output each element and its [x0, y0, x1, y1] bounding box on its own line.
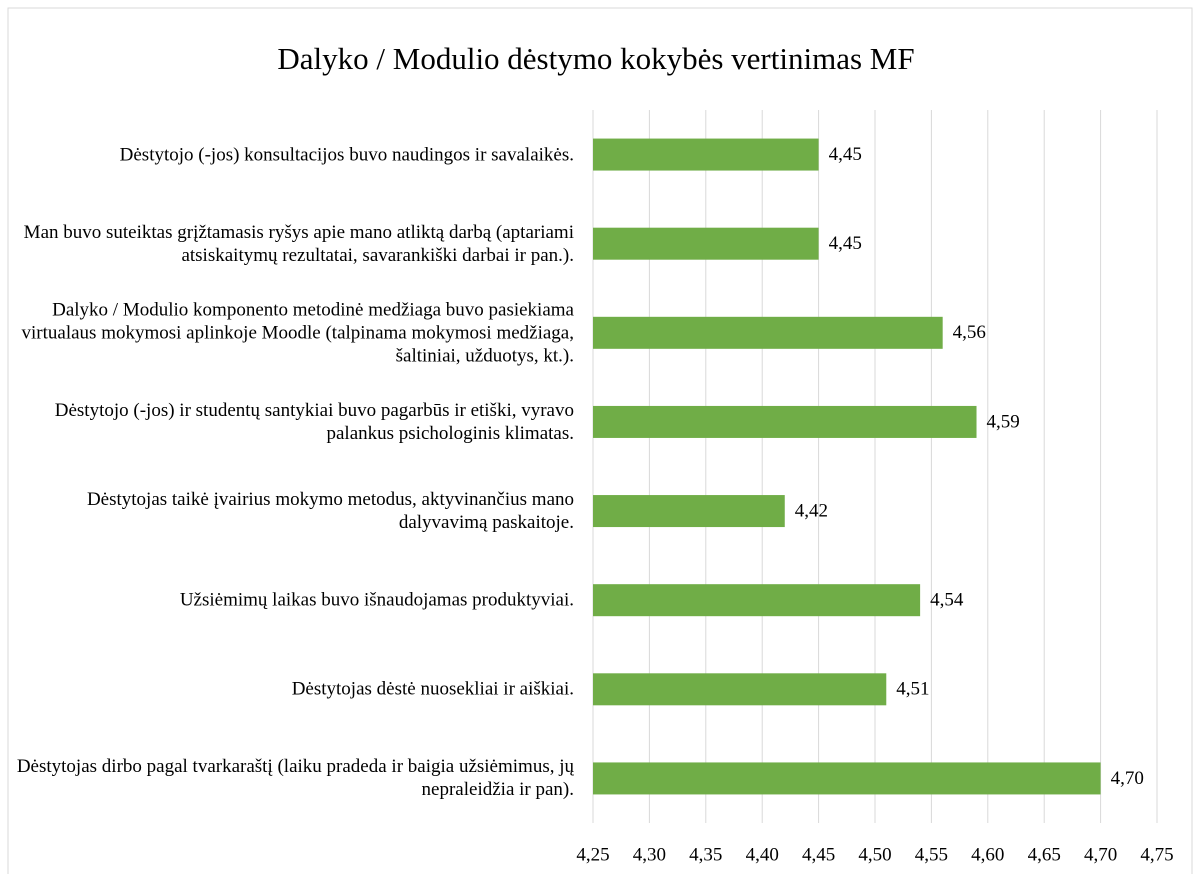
- y-tick-label: Dėstytojas dirbo pagal tvarkaraštį (laik…: [16, 756, 574, 801]
- data-label: 4,56: [953, 322, 986, 343]
- y-tick-label: Dėstytojo (-jos) konsultacijos buvo naud…: [119, 144, 574, 166]
- bar: [593, 316, 943, 349]
- x-tick-label: 4,30: [633, 844, 666, 865]
- bar: [593, 227, 819, 260]
- chart-title: Dalyko / Modulio dėstymo kokybės vertini…: [277, 41, 914, 76]
- bar: [593, 584, 921, 617]
- y-tick-label: Dėstytojo (-jos) ir studentų santykiai b…: [54, 399, 574, 444]
- y-tick-label: Dalyko / Modulio komponento metodinė med…: [21, 299, 574, 367]
- x-tick-label: 4,60: [971, 844, 1004, 865]
- bar: [593, 673, 887, 706]
- data-label: 4,51: [896, 679, 929, 700]
- x-tick-label: 4,55: [915, 844, 948, 865]
- bar: [593, 405, 977, 438]
- bar: [593, 495, 785, 528]
- data-label: 4,59: [987, 411, 1020, 432]
- data-label: 4,45: [829, 233, 862, 254]
- y-tick-label: Dėstytojas taikė įvairius mokymo metodus…: [86, 489, 574, 534]
- x-tick-label: 4,35: [689, 844, 722, 865]
- data-label: 4,45: [829, 144, 862, 165]
- bar: [593, 762, 1101, 795]
- bar: [593, 138, 819, 171]
- y-tick-label: Užsiėmimų laikas buvo išnaudojamas produ…: [179, 589, 574, 611]
- y-tick-label: Dėstytojas dėstė nuosekliai ir aiškiai.: [291, 678, 574, 700]
- x-tick-label: 4,75: [1140, 844, 1173, 865]
- x-tick-label: 4,65: [1028, 844, 1061, 865]
- x-tick-label: 4,45: [802, 844, 835, 865]
- data-label: 4,42: [795, 500, 828, 521]
- x-tick-label: 4,25: [576, 844, 609, 865]
- x-tick-label: 4,70: [1084, 844, 1117, 865]
- y-tick-label: Man buvo suteiktas grįžtamasis ryšys api…: [23, 221, 574, 266]
- x-tick-label: 4,40: [746, 844, 779, 865]
- data-label: 4,54: [930, 590, 964, 611]
- data-label: 4,70: [1111, 768, 1144, 789]
- x-tick-label: 4,50: [858, 844, 891, 865]
